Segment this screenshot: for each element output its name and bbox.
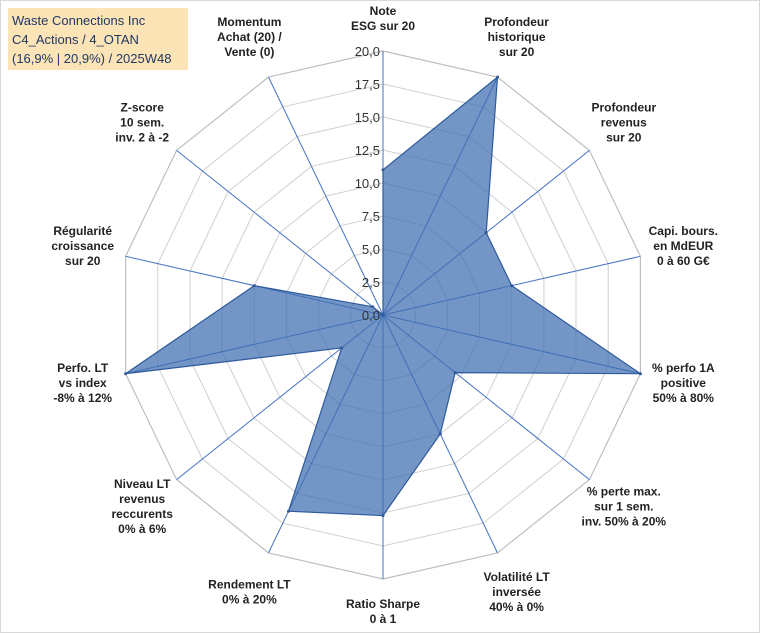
data-point-11 bbox=[124, 372, 128, 376]
axis-label-line: historique bbox=[488, 30, 546, 44]
axis-label-line: positive bbox=[661, 376, 707, 390]
tick-label-6: 15,0 bbox=[355, 110, 380, 125]
axis-label-line: sur 20 bbox=[65, 254, 101, 268]
axis-label-line: croissance bbox=[51, 239, 114, 253]
axis-label-line: Z-score bbox=[121, 101, 165, 115]
axis-label-line: Rendement LT bbox=[208, 578, 291, 592]
axis-label-line: Profondeur bbox=[591, 101, 656, 115]
data-point-7 bbox=[438, 432, 442, 436]
axis-label-line: inv. 50% à 20% bbox=[582, 515, 667, 529]
title-company: Waste Connections Inc bbox=[12, 13, 146, 28]
axis-label-line: inversée bbox=[492, 585, 541, 599]
tick-label-1: 2,5 bbox=[362, 275, 380, 290]
axis-label-line: 0 à 60 G€ bbox=[657, 254, 710, 268]
axis-label-line: % perte max. bbox=[587, 485, 661, 499]
tick-label-0: 0,0 bbox=[362, 308, 380, 323]
data-point-2 bbox=[496, 75, 499, 79]
data-point-1 bbox=[381, 168, 385, 172]
axis-label-line: Ratio Sharpe bbox=[346, 597, 420, 611]
axis-label-line: sur 1 sem. bbox=[594, 500, 653, 514]
axis-label-line: 10 sem. bbox=[120, 116, 164, 130]
radial-tick-labels: 0,0 2,5 5,0 7,5 10,0 12,5 15,0 17,5 20,0 bbox=[355, 44, 380, 323]
axis-label-line: 50% à 80% bbox=[653, 391, 715, 405]
axis-label-line: inv. 2 à -2 bbox=[115, 131, 169, 145]
axis-label-9: Rendement LT0% à 20% bbox=[208, 578, 291, 607]
tick-label-3: 7,5 bbox=[362, 209, 380, 224]
axis-label-line: Régularité bbox=[53, 224, 112, 238]
data-point-10 bbox=[340, 346, 344, 350]
axis-label-line: Capi. bours. bbox=[649, 224, 718, 238]
data-point-4 bbox=[510, 284, 514, 288]
data-point-6 bbox=[453, 371, 457, 375]
axis-label-6: % perte max.sur 1 sem.inv. 50% à 20% bbox=[582, 485, 667, 529]
axis-label-line: Achat (20) / bbox=[217, 30, 282, 44]
axis-label-line: en MdEUR bbox=[653, 239, 713, 253]
title-performance: (16,9% | 20,9%) / 2025W48 bbox=[12, 51, 172, 66]
axis-label-line: Perfo. LT bbox=[57, 361, 109, 375]
axis-label-line: 0 à 1 bbox=[370, 612, 397, 626]
axis-label-line: sur 20 bbox=[499, 45, 535, 59]
tick-label-8: 20,0 bbox=[355, 44, 380, 59]
tick-label-7: 17,5 bbox=[355, 77, 380, 92]
chart-title-box: Waste Connections Inc C4_Actions / 4_OTA… bbox=[8, 8, 188, 70]
axis-label-line: Vente (0) bbox=[224, 45, 274, 59]
axis-label-line: Niveau LT bbox=[114, 477, 171, 491]
axis-label-line: ESG sur 20 bbox=[351, 19, 415, 33]
data-point-8 bbox=[381, 514, 385, 518]
spoke-13 bbox=[176, 150, 384, 316]
axis-label-line: -8% à 12% bbox=[53, 391, 112, 405]
data-point-12 bbox=[252, 284, 256, 288]
data-point-9 bbox=[287, 509, 290, 513]
axis-label-line: reccurents bbox=[112, 507, 174, 521]
axis-label-line: Profondeur bbox=[484, 15, 549, 29]
axis-label-line: revenus bbox=[119, 492, 165, 506]
data-point-13 bbox=[371, 305, 375, 309]
axis-label-line: revenus bbox=[601, 116, 647, 130]
tick-label-4: 10,0 bbox=[355, 176, 380, 191]
data-point-3 bbox=[484, 231, 488, 235]
axis-label-line: Volatilité LT bbox=[483, 570, 550, 584]
radar-series bbox=[124, 75, 643, 518]
axis-label-line: 40% à 0% bbox=[489, 600, 544, 614]
data-point-14 bbox=[381, 313, 385, 317]
axis-label-line: 0% à 6% bbox=[118, 522, 166, 536]
axis-label-line: sur 20 bbox=[606, 131, 642, 145]
tick-label-5: 12,5 bbox=[355, 143, 380, 158]
axis-label-line: Note bbox=[370, 4, 397, 18]
axis-label-line: vs index bbox=[59, 376, 107, 390]
tick-label-2: 5,0 bbox=[362, 242, 380, 257]
axis-label-line: Momentum bbox=[217, 15, 281, 29]
title-category: C4_Actions / 4_OTAN bbox=[12, 32, 139, 47]
data-point-5 bbox=[638, 372, 642, 376]
axis-label-line: 0% à 20% bbox=[222, 593, 277, 607]
spoke-14 bbox=[268, 76, 384, 316]
axis-label-line: % perfo 1A bbox=[652, 361, 715, 375]
